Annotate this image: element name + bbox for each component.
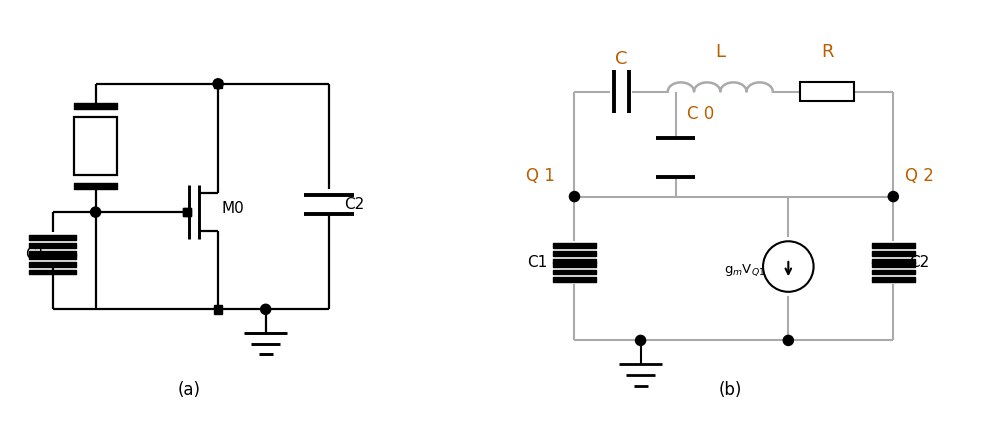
- Text: C: C: [615, 51, 627, 68]
- Text: g$_m$V$_{Q1}$: g$_m$V$_{Q1}$: [724, 263, 765, 278]
- Text: C 0: C 0: [687, 105, 714, 123]
- Text: C2: C2: [909, 255, 929, 270]
- Circle shape: [569, 191, 580, 202]
- Polygon shape: [214, 305, 222, 314]
- Circle shape: [261, 304, 271, 314]
- Text: Q 2: Q 2: [905, 167, 934, 185]
- Text: Q 1: Q 1: [526, 167, 555, 185]
- Text: R: R: [821, 43, 833, 60]
- Polygon shape: [214, 79, 222, 88]
- Polygon shape: [183, 208, 191, 216]
- Text: C2: C2: [344, 197, 365, 212]
- Polygon shape: [183, 208, 191, 216]
- Circle shape: [888, 191, 898, 202]
- Bar: [800, 82, 854, 101]
- Circle shape: [213, 79, 223, 89]
- Text: C1: C1: [527, 255, 547, 270]
- Text: C1: C1: [26, 248, 46, 262]
- Text: (b): (b): [718, 381, 742, 399]
- Text: L: L: [715, 43, 725, 60]
- Text: (a): (a): [177, 381, 200, 399]
- Text: M0: M0: [222, 201, 245, 216]
- Circle shape: [783, 335, 793, 346]
- Circle shape: [636, 335, 646, 346]
- Bar: [74, 117, 117, 175]
- Circle shape: [91, 207, 101, 217]
